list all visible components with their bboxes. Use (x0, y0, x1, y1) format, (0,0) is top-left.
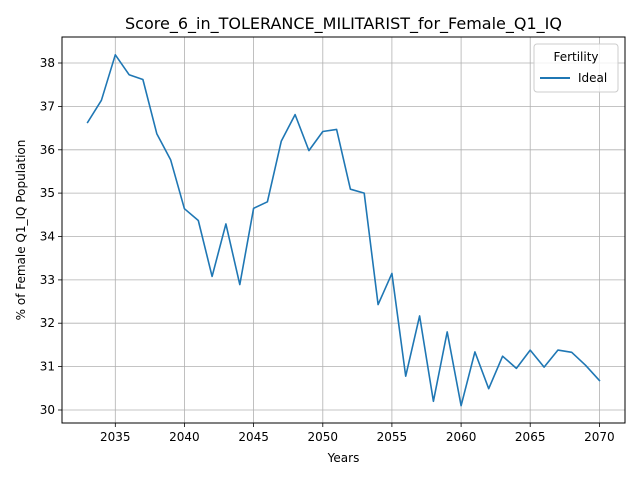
x-tick-label: 2070 (584, 430, 615, 444)
x-tick-label: 2040 (169, 430, 200, 444)
x-axis-ticks: 2035 2040 2045 2050 2055 2060 2065 2070 (100, 423, 615, 444)
y-tick-label: 33 (40, 273, 55, 287)
series-line-ideal (86, 53, 601, 407)
y-tick-label: 38 (40, 56, 55, 70)
plot-frame (61, 36, 626, 424)
y-tick-label: 30 (40, 403, 55, 417)
x-tick-label: 2055 (377, 430, 408, 444)
legend-label-ideal: Ideal (578, 71, 607, 85)
y-tick-label: 31 (40, 360, 55, 374)
x-tick-label: 2035 (100, 430, 131, 444)
grid (62, 37, 625, 423)
y-tick-label: 37 (40, 99, 55, 113)
legend-title: Fertility (553, 50, 598, 64)
y-tick-label: 35 (40, 186, 55, 200)
x-tick-label: 2065 (515, 430, 546, 444)
x-axis-label: Years (327, 451, 360, 465)
x-tick-label: 2060 (446, 430, 477, 444)
y-tick-label: 36 (40, 143, 55, 157)
legend-box (533, 43, 619, 93)
series-layer (86, 53, 601, 407)
y-tick-label: 32 (40, 316, 55, 330)
plot-area (62, 37, 625, 423)
legend: Fertility Ideal (533, 43, 619, 93)
y-tick-label: 34 (40, 230, 55, 244)
y-axis-label: % of Female Q1_IQ Population (14, 140, 28, 321)
y-axis-ticks: 30 31 32 33 34 35 36 37 38 (40, 56, 62, 417)
chart-title: Score_6_in_TOLERANCE_MILITARIST_for_Fema… (125, 14, 562, 34)
x-tick-label: 2050 (308, 430, 339, 444)
x-tick-label: 2045 (238, 430, 269, 444)
